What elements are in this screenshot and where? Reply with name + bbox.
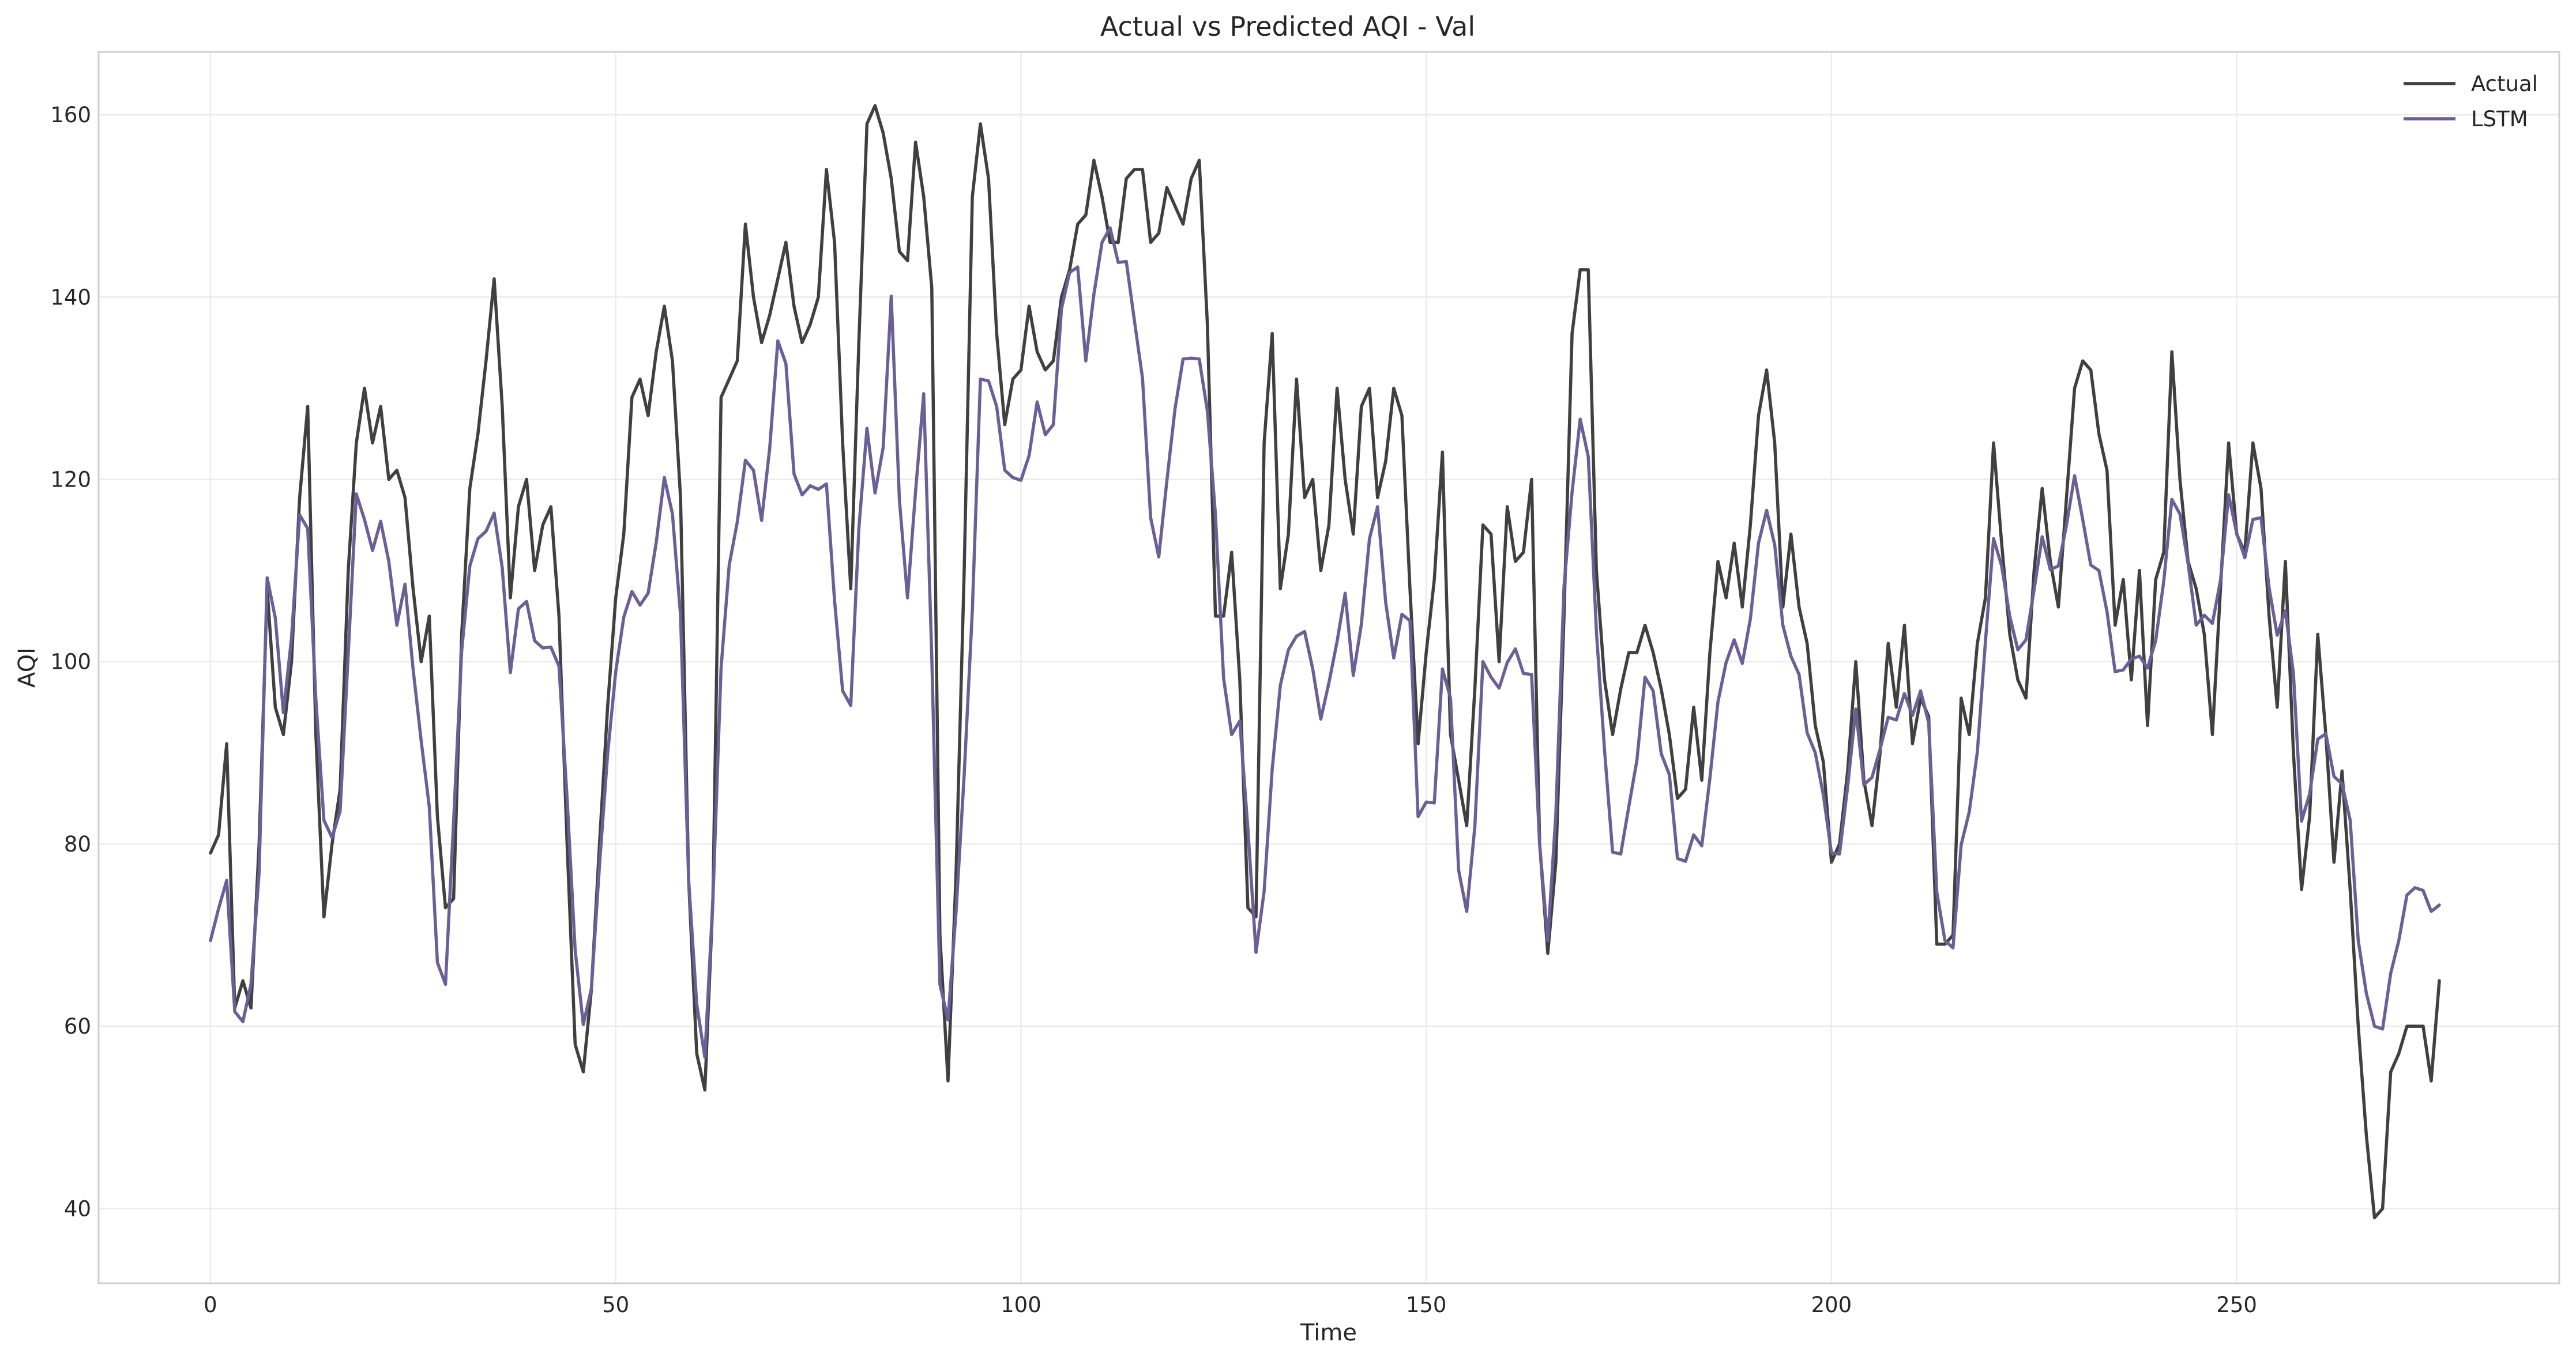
y-tick-label: 120 (50, 468, 91, 492)
x-tick-label: 100 (1001, 1293, 1041, 1317)
x-tick-label: 50 (602, 1293, 629, 1317)
series-line-lstm (209, 226, 2441, 1059)
series-line-actual (209, 104, 2441, 1219)
y-tick-labels: 40 60 80 100 120 140 160 (50, 103, 91, 1221)
y-tick-label: 140 (50, 285, 91, 310)
y-tick-label: 40 (64, 1196, 91, 1221)
y-tick-label: 100 (50, 650, 91, 675)
plot-lines (209, 104, 2441, 1219)
chart-title: Actual vs Predicted AQI - Val (1100, 11, 1475, 42)
legend-label: Actual (2471, 71, 2538, 96)
y-axis-label: AQI (14, 647, 40, 688)
plot-frame (97, 51, 2560, 1284)
x-axis-label: Time (1300, 1320, 1357, 1346)
y-tick-label: 60 (64, 1014, 91, 1039)
x-tick-label: 0 (204, 1293, 217, 1317)
x-tick-label: 150 (1406, 1293, 1447, 1317)
y-tick-label: 160 (50, 103, 91, 127)
x-tick-label: 250 (2216, 1293, 2257, 1317)
legend: Actual LSTM (2404, 71, 2538, 131)
x-tick-labels: 0 50 100 150 200 250 (204, 1293, 2257, 1317)
legend-label: LSTM (2471, 107, 2528, 131)
y-tick-label: 80 (64, 832, 91, 857)
x-tick-label: 200 (1811, 1293, 1852, 1317)
